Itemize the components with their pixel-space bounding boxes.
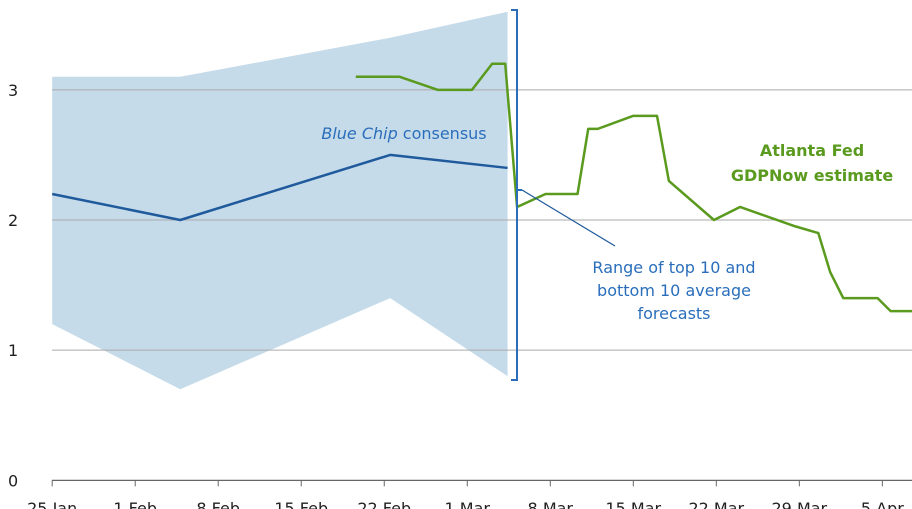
series-line xyxy=(51,153,508,222)
x-tick-label: 5 Apr xyxy=(861,499,904,509)
y-tick-label: 0 xyxy=(8,471,18,490)
x-tick-label: 1 Feb xyxy=(113,499,157,509)
blue-chip-label-rest: consensus xyxy=(403,124,487,143)
range-label: Range of top 10 and xyxy=(592,258,755,277)
x-tick-label: 15 Mar xyxy=(605,499,661,509)
range-label: forecasts xyxy=(637,304,710,323)
range-label: bottom 10 average xyxy=(597,281,751,300)
range-band xyxy=(52,11,508,390)
x-tick-label: 22 Mar xyxy=(688,499,744,509)
gdpnow-label: Atlanta Fed xyxy=(760,141,864,160)
grid-layer: 0 1 2 3 25 Jan 1 Feb 8 Feb 15 Feb 22 Feb 1 Mar 8 M… xyxy=(8,81,912,509)
x-tick-label: 15 Feb xyxy=(274,499,328,509)
blue-chip-label-italic: Blue Chip xyxy=(321,124,397,143)
y-tick-label: 3 xyxy=(8,81,18,100)
band-layer xyxy=(52,11,508,390)
gdpnow-label: GDPNow estimate xyxy=(731,166,894,185)
x-tick-label: 8 Mar xyxy=(528,499,574,509)
y-tick-label: 2 xyxy=(8,211,18,230)
x-tick-label: 29 Mar xyxy=(772,499,828,509)
annotation-leader xyxy=(521,189,616,247)
series-line xyxy=(355,62,912,313)
x-tick-label: 1 Mar xyxy=(445,499,491,509)
blue-chip-label: Blue Chip consensus xyxy=(321,124,486,143)
x-tick-label: 8 Feb xyxy=(196,499,240,509)
x-tick-label: 25 Jan xyxy=(27,499,77,509)
line-layer xyxy=(51,62,912,313)
y-tick-label: 1 xyxy=(8,341,18,360)
range-bracket xyxy=(511,9,522,381)
x-tick-label: 22 Feb xyxy=(357,499,411,509)
